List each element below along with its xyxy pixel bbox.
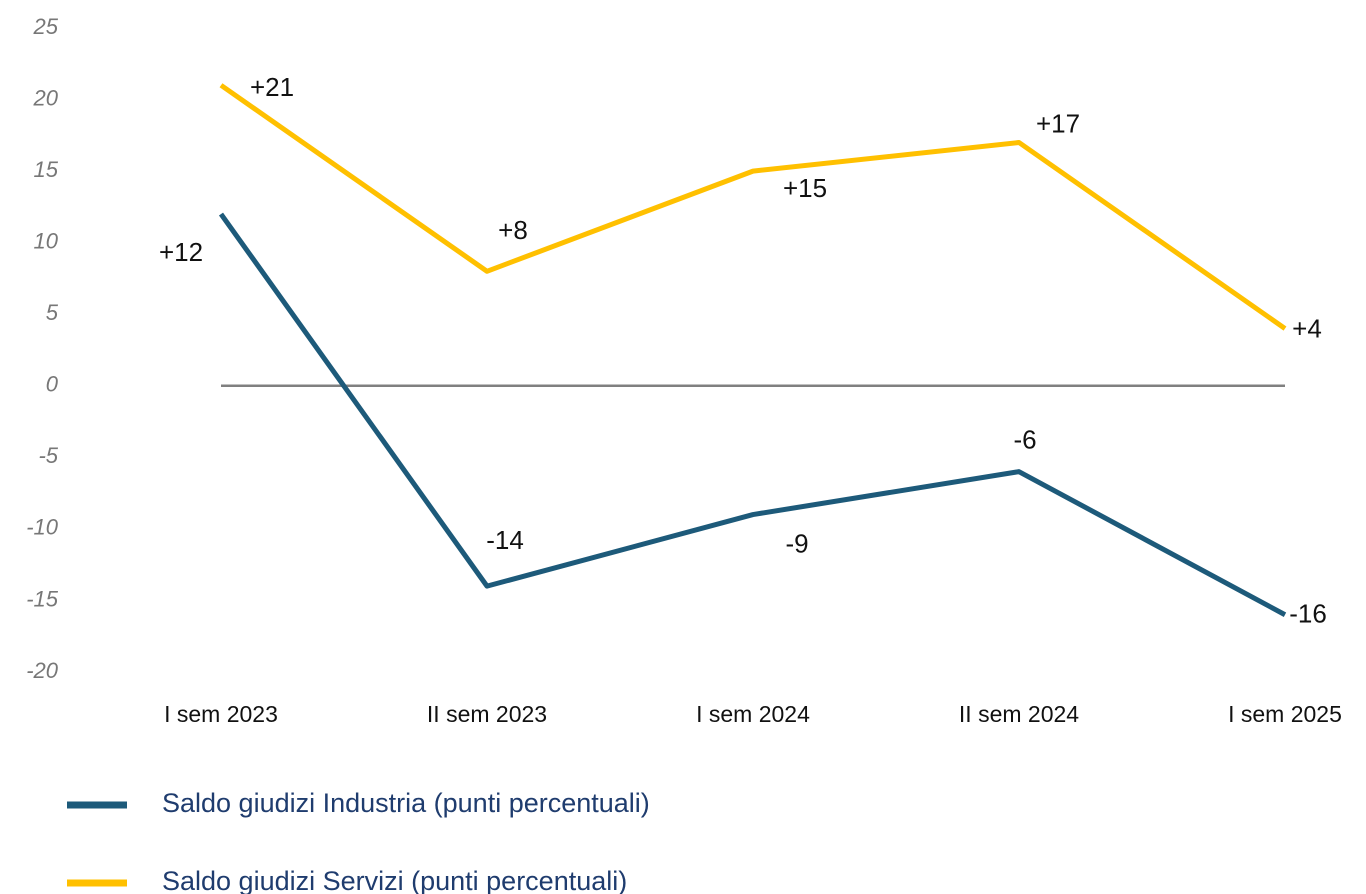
data-label: -9 bbox=[785, 528, 808, 558]
data-label: -16 bbox=[1289, 599, 1327, 629]
y-tick-label: 20 bbox=[33, 85, 59, 110]
data-label: +4 bbox=[1292, 313, 1322, 343]
data-label: +12 bbox=[159, 237, 203, 267]
data-label: +15 bbox=[783, 173, 827, 203]
y-tick-label: 25 bbox=[33, 14, 59, 39]
y-tick-label: 15 bbox=[34, 157, 59, 182]
y-tick-label: 5 bbox=[46, 300, 59, 325]
data-label: +21 bbox=[250, 72, 294, 102]
y-tick-label: 10 bbox=[34, 228, 59, 253]
x-tick-label: II sem 2024 bbox=[959, 701, 1079, 727]
legend-label: Saldo giudizi Industria (punti percentua… bbox=[162, 788, 650, 818]
data-label: -14 bbox=[486, 525, 524, 555]
legend-label: Saldo giudizi Servizi (punti percentuali… bbox=[162, 866, 627, 894]
series-line bbox=[219, 83, 1287, 331]
x-tick-label: I sem 2025 bbox=[1228, 701, 1342, 727]
x-tick-label: I sem 2024 bbox=[696, 701, 810, 727]
y-tick-label: -15 bbox=[26, 586, 59, 611]
y-tick-label: 0 bbox=[46, 372, 59, 397]
data-label: +17 bbox=[1036, 108, 1080, 138]
y-tick-label: -10 bbox=[26, 515, 59, 540]
y-tick-label: -5 bbox=[38, 443, 58, 468]
x-tick-label: II sem 2023 bbox=[427, 701, 547, 727]
series-line bbox=[218, 212, 1287, 617]
data-label: -6 bbox=[1013, 425, 1036, 455]
y-tick-label: -20 bbox=[26, 658, 59, 683]
data-label: +8 bbox=[498, 215, 528, 245]
x-tick-label: I sem 2023 bbox=[164, 701, 278, 727]
